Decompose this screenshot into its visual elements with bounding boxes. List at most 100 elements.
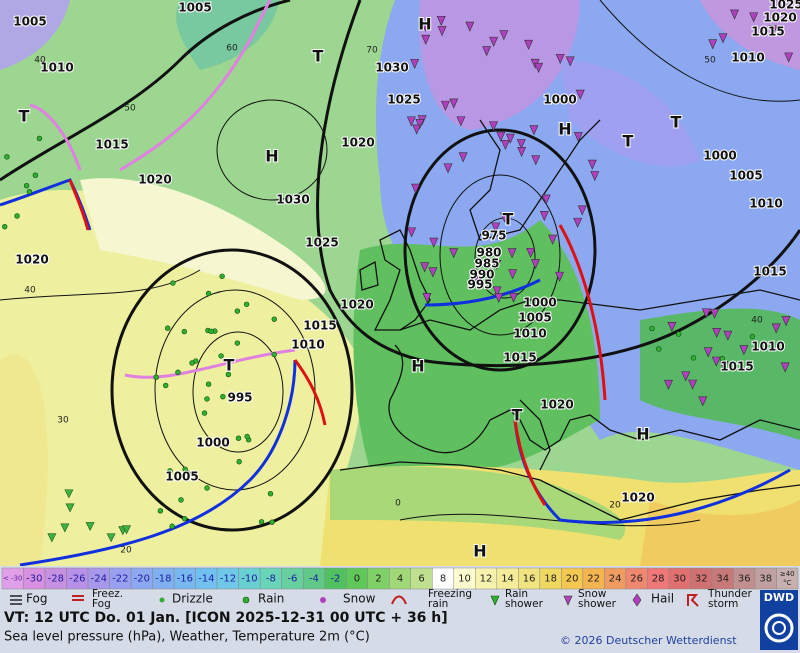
weather-legend-label: rain	[428, 598, 448, 610]
legend-value: 34	[716, 574, 729, 585]
snow-symbol	[505, 133, 515, 144]
snow-symbol	[771, 323, 781, 334]
rain-symbol	[205, 290, 212, 297]
snow-symbol	[429, 237, 439, 248]
rain-symbol	[164, 325, 171, 331]
rain-symbol	[219, 273, 225, 279]
rain-symbol	[208, 328, 214, 335]
rain-symbol	[153, 374, 159, 380]
shower-symbol	[85, 522, 95, 532]
pressure-center: H	[411, 357, 424, 376]
snow-symbol	[664, 379, 673, 390]
pressure-label: 1025	[305, 236, 338, 250]
rain-symbol	[167, 468, 173, 474]
snow-symbol	[492, 259, 502, 270]
pressure-label: 1000	[703, 149, 736, 163]
snow-symbol	[437, 26, 447, 37]
legend-value: -2	[330, 574, 340, 585]
logo-swirl	[772, 621, 786, 635]
pressure-center: H	[265, 147, 278, 166]
snow-symbol	[436, 15, 446, 26]
rain-symbol	[656, 346, 662, 352]
temperature-legend: < -30 -30 -28 -26 -24 -22 -20 -18 -16 -14 -12 -10 -8…	[1, 567, 799, 590]
weather-legend-label: Hail	[651, 592, 674, 606]
pressure-label: 1005	[165, 470, 198, 484]
pressure-center: T	[224, 356, 235, 375]
legend-value: -22	[112, 574, 128, 585]
pressure-center: H	[473, 542, 486, 561]
rain-symbol	[220, 393, 226, 400]
snow-symbol	[711, 356, 721, 367]
rain-symbol	[271, 316, 277, 322]
valid-time: VT: 12 UTC Do. 01 Jan. [ICON 2025-12-31 …	[4, 610, 448, 626]
map-background	[0, 0, 800, 566]
weather-legend-label: Fog	[26, 592, 47, 606]
pressure-label: 1030	[276, 193, 309, 207]
snow-symbol	[781, 0, 789, 8]
snow-symbol	[739, 345, 749, 356]
temperature-label: 60	[226, 44, 238, 54]
snow-symbol	[491, 222, 501, 233]
snow-symbol	[681, 371, 691, 382]
pressure-label: 975	[481, 229, 506, 243]
shower-symbol	[64, 489, 74, 499]
pressure-label: 1005	[178, 1, 211, 15]
pressure-label: 1000	[543, 93, 576, 107]
legend-value: -6	[287, 574, 297, 585]
weather-legend-label: Freez.	[92, 588, 123, 600]
legend-value: 20	[566, 574, 579, 585]
legend-low-label: < -30	[3, 575, 23, 583]
pressure-label: 1005	[518, 311, 551, 325]
pressure-center: T	[671, 113, 682, 132]
rain-symbol	[234, 308, 241, 314]
rain-symbol	[236, 458, 242, 465]
pressure-center: T	[512, 406, 523, 425]
pressure-label: 1030	[375, 61, 408, 75]
rain-symbol	[235, 435, 242, 441]
pressure-label: 1020	[340, 298, 373, 312]
legend-high-label: ≥40	[780, 570, 795, 578]
legend-value: -18	[155, 574, 171, 585]
pressure-label: 1020	[341, 136, 374, 150]
weather-legend-label: Fog	[92, 598, 111, 610]
weather-legend-label: Thunder	[707, 588, 753, 600]
snow-symbol	[496, 131, 506, 142]
snow-symbol	[422, 293, 432, 304]
snow-symbol	[517, 147, 527, 158]
snow-symbol	[407, 227, 417, 238]
snow-symbol	[524, 39, 534, 50]
snow-symbol	[465, 21, 475, 32]
rain-symbol	[204, 485, 210, 491]
icon-freezing-fog	[72, 595, 84, 601]
legend-value: 28	[652, 574, 665, 585]
snow-symbol	[526, 247, 536, 258]
rain-symbol	[36, 135, 43, 142]
rain-symbol	[690, 355, 697, 361]
snow-symbol	[573, 217, 583, 228]
icon-fog	[10, 595, 22, 605]
snow-symbol	[708, 39, 718, 50]
pressure-label: 1020	[15, 253, 48, 267]
legend-value: 22	[587, 574, 600, 585]
legend-value: 0	[354, 574, 360, 585]
pressure-label: 1020	[621, 491, 654, 505]
pressure-label: 1025	[387, 93, 420, 107]
legend-value: -14	[198, 574, 214, 585]
pressure-label: 1015	[720, 360, 753, 374]
rain-symbol	[170, 280, 176, 286]
pressure-label: 985	[474, 257, 499, 271]
snow-symbol	[710, 308, 720, 319]
legend-value: 8	[440, 574, 446, 585]
legend-value: -16	[177, 574, 193, 585]
temperature-label: 20	[609, 501, 621, 511]
legend-value: -8	[266, 574, 276, 585]
snow-symbol	[449, 248, 459, 259]
snow-symbol	[499, 30, 509, 41]
icon-freezing-rain	[391, 595, 407, 605]
snow-symbol	[428, 267, 438, 278]
copyright: © 2026 Deutscher Wetterdienst	[560, 634, 737, 647]
snow-symbol	[703, 347, 713, 358]
snow-symbol	[784, 52, 794, 63]
rain-symbol	[26, 188, 33, 195]
legend-value: -12	[220, 574, 236, 585]
